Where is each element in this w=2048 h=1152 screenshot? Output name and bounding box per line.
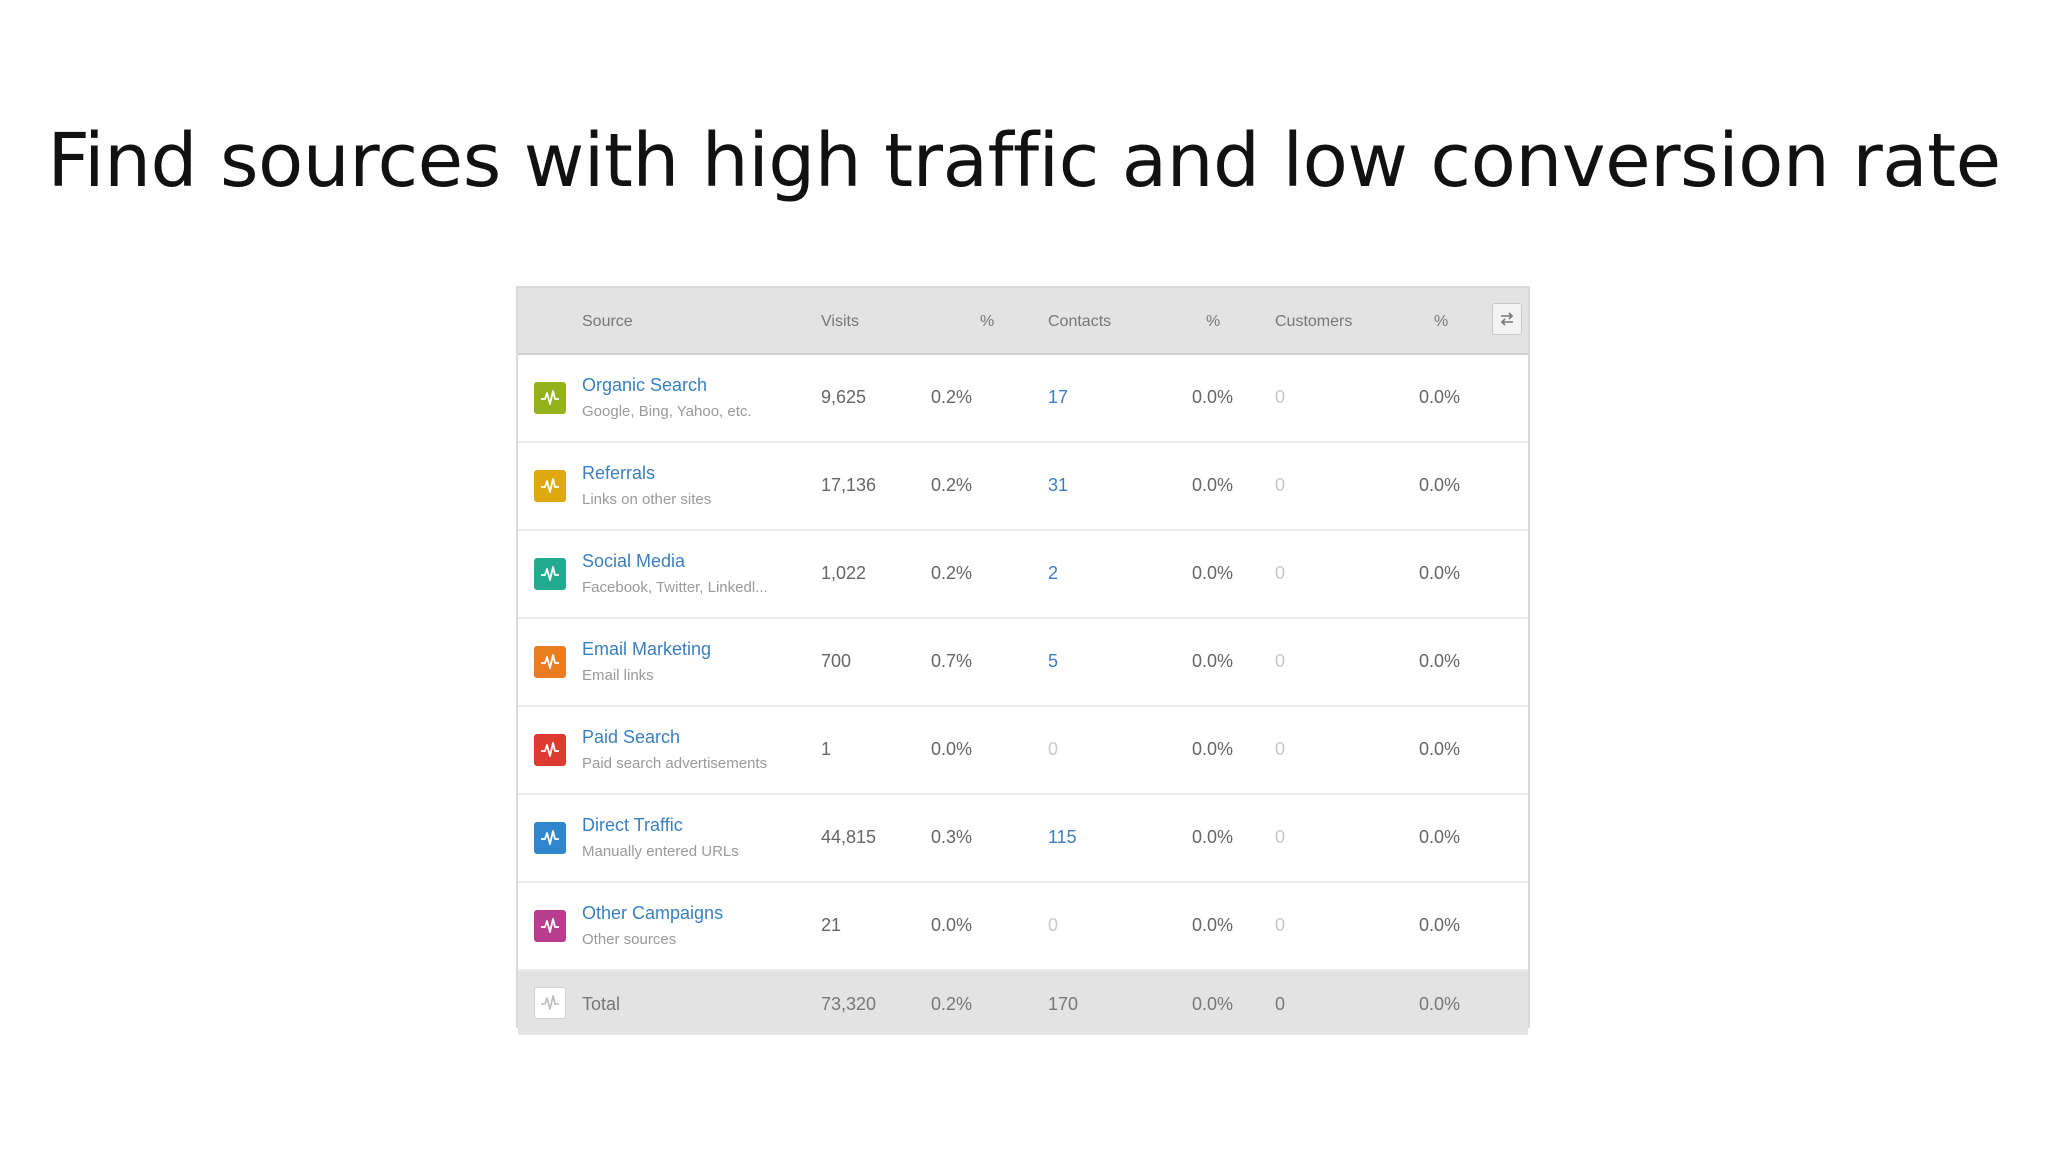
total-visits: 73,320 [821,994,877,1014]
sources-table: Source Visits % Contacts % Customers % O… [516,286,1530,1035]
visits-value: 21 [821,915,842,935]
table-row: Organic Search Google, Bing, Yahoo, etc. 9… [518,355,1528,443]
table-row: Email Marketing Email links 700 0.7% 5 0.0% 0 0… [518,619,1528,707]
customers-pct-value: 0.0% [1419,387,1461,407]
header-source[interactable]: Source [582,313,633,330]
source-description: Paid search advertisements [582,755,768,772]
contacts-value: 0 [1048,915,1059,935]
total-visits-pct: 0.2% [931,994,973,1014]
customers-pct-value: 0.0% [1419,651,1461,671]
source-name-link[interactable]: Paid Search [582,727,681,747]
visits-pct-value: 0.0% [931,915,973,935]
activity-icon [534,910,566,942]
contacts-pct-value: 0.0% [1192,387,1234,407]
customers-pct-value: 0.0% [1419,827,1461,847]
customers-value: 0 [1275,739,1286,759]
visits-value: 1,022 [821,563,867,583]
header-visits[interactable]: Visits [821,313,859,330]
customers-value: 0 [1275,827,1286,847]
contacts-pct-value: 0.0% [1192,651,1234,671]
swap-columns-button[interactable] [1492,303,1522,335]
header-contacts-pct[interactable]: % [1206,313,1221,330]
total-customers-pct: 0.0% [1419,994,1461,1014]
table-row: Referrals Links on other sites 17,136 0.2% 3… [518,443,1528,531]
header-customers[interactable]: Customers [1275,313,1353,330]
customers-value: 0 [1275,563,1286,583]
table-row: Paid Search Paid search advertisements 1 0.… [518,707,1528,795]
source-name-link[interactable]: Referrals [582,463,656,483]
visits-value: 17,136 [821,475,877,495]
customers-pct-value: 0.0% [1419,739,1461,759]
source-description: Facebook, Twitter, Linkedl... [582,579,768,596]
contacts-value[interactable]: 2 [1048,563,1059,583]
table-header: Source Visits % Contacts % Customers % [518,288,1528,355]
source-name-link[interactable]: Email Marketing [582,639,712,659]
customers-value: 0 [1275,651,1286,671]
source-name-link[interactable]: Organic Search [582,375,708,395]
header-visits-pct[interactable]: % [980,313,995,330]
visits-value: 1 [821,739,832,759]
contacts-pct-value: 0.0% [1192,915,1234,935]
total-contacts-pct: 0.0% [1192,994,1234,1014]
activity-icon [534,470,566,502]
table-row: Direct Traffic Manually entered URLs 44,81… [518,795,1528,883]
visits-pct-value: 0.2% [931,387,973,407]
source-description: Google, Bing, Yahoo, etc. [582,403,752,420]
visits-pct-value: 0.2% [931,563,973,583]
visits-pct-value: 0.3% [931,827,973,847]
source-name-link[interactable]: Other Campaigns [582,903,724,923]
customers-pct-value: 0.0% [1419,915,1461,935]
visits-pct-value: 0.7% [931,651,973,671]
contacts-value[interactable]: 115 [1048,827,1077,847]
customers-value: 0 [1275,915,1286,935]
customers-pct-value: 0.0% [1419,475,1461,495]
source-description: Manually entered URLs [582,843,739,860]
activity-icon [534,734,566,766]
activity-icon [534,558,566,590]
source-description: Links on other sites [582,491,712,508]
contacts-pct-value: 0.0% [1192,475,1234,495]
contacts-value[interactable]: 31 [1048,475,1069,495]
customers-value: 0 [1275,475,1286,495]
contacts-value[interactable]: 17 [1048,387,1069,407]
contacts-pct-value: 0.0% [1192,563,1234,583]
activity-icon [534,646,566,678]
visits-value: 700 [821,651,852,671]
total-contacts: 170 [1048,994,1079,1014]
contacts-pct-value: 0.0% [1192,739,1234,759]
header-contacts[interactable]: Contacts [1048,313,1112,330]
visits-value: 9,625 [821,387,867,407]
slide-title: Find sources with high traffic and low c… [47,118,2001,204]
customers-pct-value: 0.0% [1419,563,1461,583]
contacts-value[interactable]: 5 [1048,651,1059,671]
visits-pct-value: 0.0% [931,739,973,759]
activity-icon [534,382,566,414]
activity-icon [534,822,566,854]
source-name-link[interactable]: Social Media [582,551,686,571]
table-row: Social Media Facebook, Twitter, Linkedl..… [518,531,1528,619]
header-customers-pct[interactable]: % [1434,313,1449,330]
total-label: Total [582,994,621,1014]
visits-value: 44,815 [821,827,877,847]
total-customers: 0 [1275,994,1286,1014]
contacts-value: 0 [1048,739,1059,759]
total-row: Total 73,320 0.2% 170 0.0% 0 0.0% [518,971,1528,1035]
source-description: Other sources [582,931,677,948]
swap-arrows-icon [1500,312,1514,326]
customers-value: 0 [1275,387,1286,407]
contacts-pct-value: 0.0% [1192,827,1234,847]
table-row: Other Campaigns Other sources 21 0.0% 0 0.0% 0… [518,883,1528,971]
activity-icon [534,987,566,1019]
source-description: Email links [582,667,654,684]
source-name-link[interactable]: Direct Traffic [582,815,683,835]
visits-pct-value: 0.2% [931,475,973,495]
